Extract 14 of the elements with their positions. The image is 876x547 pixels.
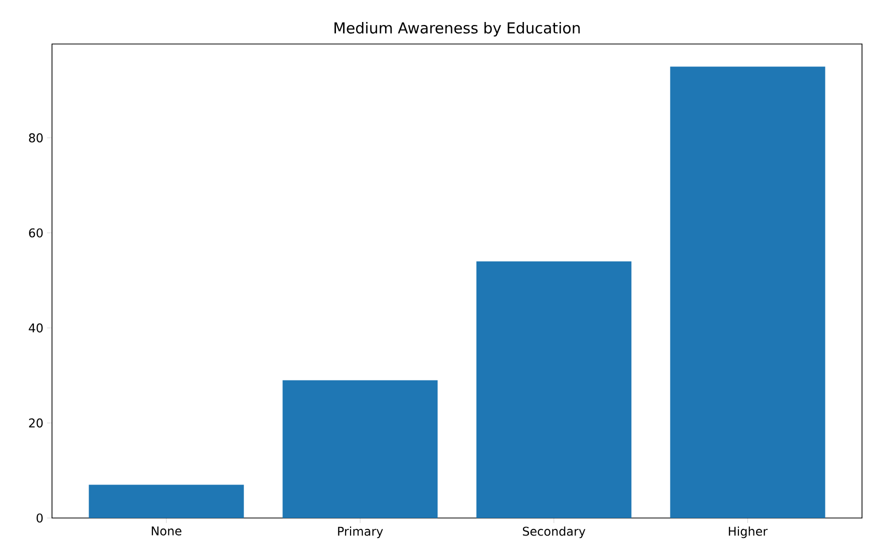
bar: [88, 484, 244, 518]
y-tick-label: 0: [36, 513, 43, 523]
y-tick-label: 60: [29, 228, 43, 238]
bar: [670, 66, 826, 518]
x-tick-label: None: [152, 526, 182, 536]
bar: [282, 380, 438, 518]
bar: [476, 261, 632, 518]
y-tick-label: 80: [29, 133, 43, 142]
y-tick-label: 40: [28, 323, 43, 332]
x-tick-label: Higher: [728, 526, 768, 538]
chart-title: Medium Awareness by Education: [334, 22, 580, 36]
x-tick-label: Primary: [338, 526, 383, 538]
x-tick-label: Secondary: [522, 526, 586, 538]
y-tick-label: 20: [29, 418, 43, 428]
